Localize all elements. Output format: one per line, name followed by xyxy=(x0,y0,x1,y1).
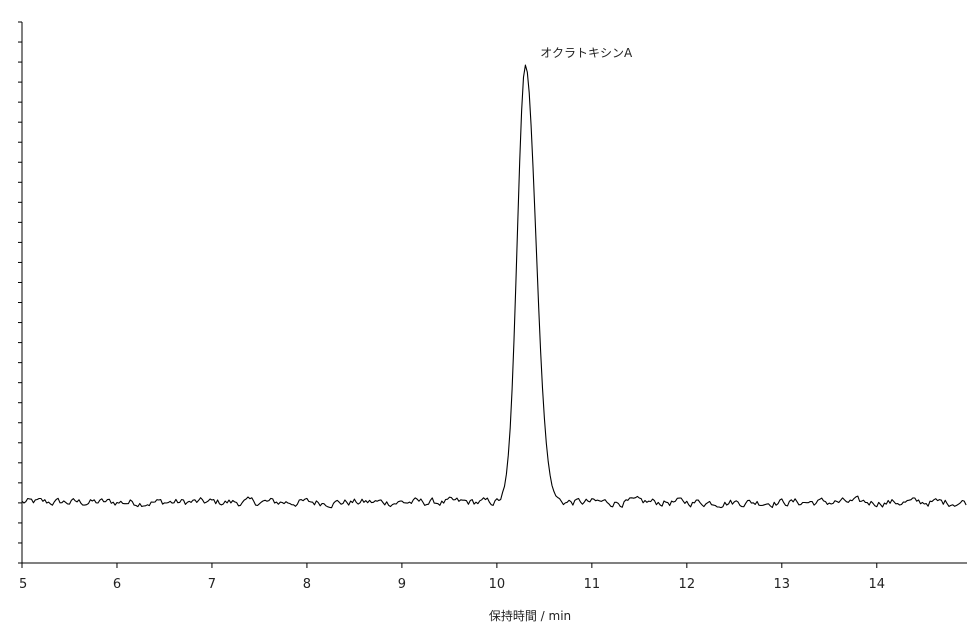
x-tick-label: 5 xyxy=(19,577,27,592)
x-tick-label: 13 xyxy=(774,577,791,592)
x-tick-label: 9 xyxy=(398,577,406,592)
x-tick-label: 11 xyxy=(584,577,601,592)
chromatogram-trace xyxy=(21,64,967,509)
x-tick-label: 10 xyxy=(489,577,506,592)
y-ticks xyxy=(18,21,22,564)
x-tick-label: 12 xyxy=(679,577,696,592)
peak-label: オクラトキシンA xyxy=(540,46,633,60)
x-tick-label: 7 xyxy=(208,577,216,592)
x-tick-label: 6 xyxy=(113,577,121,592)
y-axis xyxy=(18,21,23,564)
x-ticks: 5 6 7 8 9 10 11 12 13 14 xyxy=(19,563,885,592)
x-tick-label: 14 xyxy=(869,577,886,592)
x-tick-label: 8 xyxy=(303,577,311,592)
x-axis-title: 保持時間 / min xyxy=(489,608,571,623)
x-axis: 5 6 7 8 9 10 11 12 13 14 xyxy=(19,562,967,592)
